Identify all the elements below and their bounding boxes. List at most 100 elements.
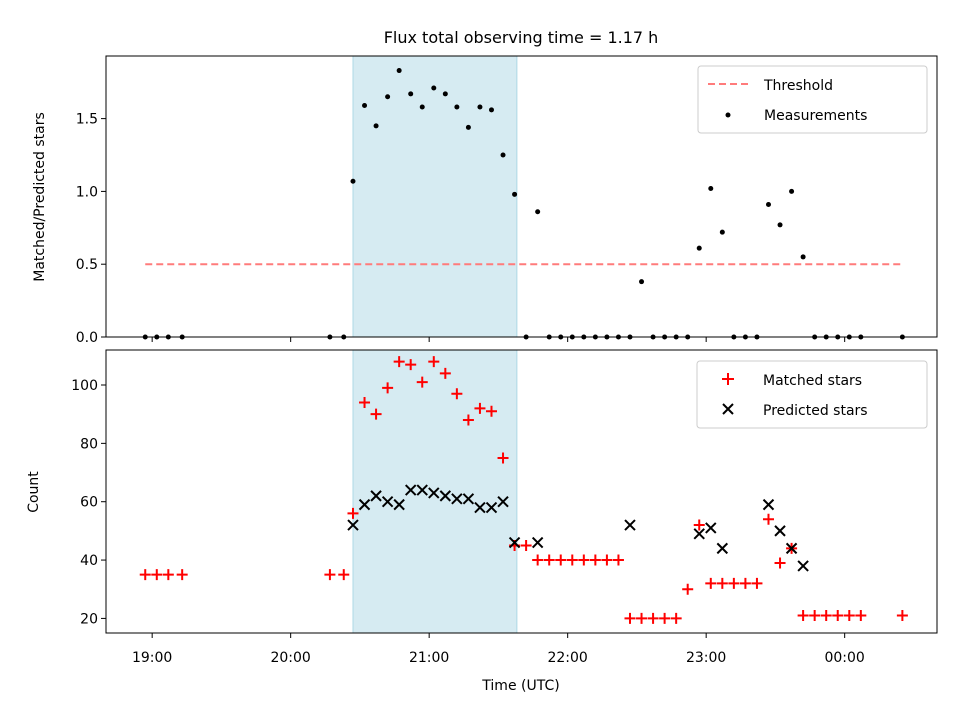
predicted-star-point <box>439 490 452 502</box>
matched-star-point <box>705 577 717 589</box>
matched-star-point <box>347 507 359 519</box>
matched-star-point <box>566 554 578 566</box>
matched-star-point <box>896 609 908 621</box>
predicted-star-point <box>416 484 428 496</box>
matched-star-point <box>682 583 694 595</box>
predicted-star-point <box>762 498 775 511</box>
predicted-star-point <box>393 498 405 511</box>
bottom-axes-frame <box>105 349 938 634</box>
predicted-star-point <box>474 501 486 514</box>
matched-star-point <box>439 367 451 379</box>
top-y-axis-label: Matched/Predicted stars <box>32 112 48 282</box>
matched-star-point <box>820 609 832 621</box>
y-tick-label: 80 <box>80 436 98 452</box>
matched-star-point <box>578 554 590 566</box>
matched-star-point <box>809 609 821 621</box>
matched-star-point <box>659 612 671 624</box>
top-panel: 0.0 0.5 1.0 1.5 Matched/Predicted stars Thr… <box>32 55 938 346</box>
matched-star-point <box>543 554 555 566</box>
matched-star-point <box>416 376 428 388</box>
measurement-point <box>373 123 379 129</box>
matched-star-point <box>647 612 659 624</box>
matched-star-point <box>393 356 405 368</box>
y-tick-label: 0.5 <box>76 257 98 273</box>
measurement-point <box>408 91 414 97</box>
legend-threshold-label: Threshold <box>763 78 833 94</box>
legend-measurements-label: Measurements <box>764 108 867 124</box>
predicted-star-point <box>497 496 509 508</box>
matched-star-point <box>451 388 463 400</box>
matched-star-point <box>855 609 867 621</box>
matched-star-point <box>774 557 786 569</box>
measurement-point <box>765 202 771 208</box>
x-tick-label: 21:00 <box>409 650 449 666</box>
predicted-star-point <box>508 536 521 549</box>
measurement-point <box>512 191 518 197</box>
bottom-legend-box <box>696 360 928 429</box>
measurement-point <box>777 222 783 228</box>
predicted-star-point <box>693 528 705 540</box>
bottom-x-axis: 19:00 20:00 21:00 22:00 23:00 00:00 <box>132 633 865 666</box>
matched-star-point <box>520 539 532 551</box>
predicted-star-point <box>624 519 636 531</box>
matched-star-point <box>612 554 624 566</box>
measurement-point <box>385 94 391 100</box>
matched-star-point <box>728 577 740 589</box>
predicted-star-point <box>462 493 475 505</box>
matched-star-point <box>693 519 705 531</box>
matched-star-point <box>670 612 682 624</box>
predicted-star-point <box>451 493 463 505</box>
bottom-y-axis: 20 40 60 80 100 <box>71 378 106 627</box>
matched-star-point <box>739 577 751 589</box>
top-highlight-band <box>352 55 518 338</box>
matched-star-point <box>338 569 350 581</box>
matched-star-point <box>370 408 382 420</box>
x-tick-label: 20:00 <box>270 650 310 666</box>
legend-predicted-swatch <box>722 403 734 415</box>
measurement-point <box>639 279 645 285</box>
matched-star-point <box>382 382 394 394</box>
bottom-legend: Matched stars Predicted stars <box>696 360 928 429</box>
legend-matched-swatch <box>722 373 734 385</box>
matched-star-point <box>843 609 855 621</box>
measurement-point <box>419 104 425 110</box>
chart-title: Flux total observing time = 1.17 h <box>384 28 659 47</box>
measurement-point <box>465 124 471 130</box>
measurements-points <box>142 68 905 340</box>
matched-star-point <box>636 612 648 624</box>
predicted-star-point <box>358 498 371 511</box>
predicted-stars-points <box>347 484 809 572</box>
predicted-star-point <box>716 542 729 555</box>
x-tick-label: 19:00 <box>132 650 172 666</box>
y-tick-label: 40 <box>80 553 98 569</box>
measurement-point <box>442 91 448 97</box>
x-tick-label: 00:00 <box>824 650 864 666</box>
matched-star-point <box>716 577 728 589</box>
top-axes-frame <box>105 55 938 338</box>
measurement-point <box>789 188 795 194</box>
predicted-star-point <box>347 519 359 531</box>
measurement-point <box>454 104 460 110</box>
predicted-star-point <box>774 525 786 537</box>
measurement-point <box>431 85 437 91</box>
legend-matched-label: Matched stars <box>763 373 862 389</box>
top-x-tickmarks <box>151 337 846 342</box>
x-tick-label: 23:00 <box>686 650 726 666</box>
measurement-point <box>396 68 402 74</box>
matched-star-point <box>797 609 809 621</box>
matched-star-point <box>555 554 567 566</box>
matched-star-point <box>532 554 544 566</box>
matched-star-point <box>485 405 497 417</box>
measurement-point <box>350 178 356 184</box>
measurement-point <box>477 104 483 110</box>
y-tick-label: 20 <box>80 611 98 627</box>
measurement-point <box>719 229 725 235</box>
y-tick-label: 1.0 <box>76 184 98 200</box>
y-tick-label: 60 <box>80 495 98 511</box>
matched-stars-points <box>139 356 908 624</box>
y-tick-label: 1.5 <box>76 112 98 128</box>
legend-predicted-label: Predicted stars <box>763 403 868 419</box>
matched-star-point <box>589 554 601 566</box>
matched-star-point <box>624 612 636 624</box>
